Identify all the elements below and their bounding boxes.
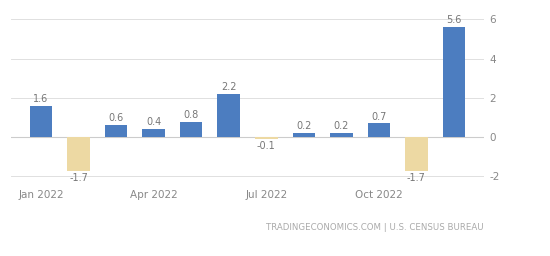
Text: 0.8: 0.8 <box>184 110 199 120</box>
Bar <box>142 129 165 137</box>
Text: 0.4: 0.4 <box>146 118 161 127</box>
Bar <box>67 137 90 170</box>
Text: 0.2: 0.2 <box>296 121 311 131</box>
Bar <box>180 122 202 137</box>
Text: 1.6: 1.6 <box>34 94 48 104</box>
Bar <box>217 94 240 137</box>
Bar <box>30 106 52 137</box>
Bar <box>405 137 428 170</box>
Text: 5.6: 5.6 <box>446 15 461 25</box>
Text: -1.7: -1.7 <box>69 173 88 183</box>
Bar <box>293 133 315 137</box>
Text: -0.1: -0.1 <box>257 141 276 151</box>
Text: -1.7: -1.7 <box>407 173 426 183</box>
Bar <box>255 137 278 139</box>
Text: 2.2: 2.2 <box>221 82 236 92</box>
Text: TRADINGECONOMICS.COM | U.S. CENSUS BUREAU: TRADINGECONOMICS.COM | U.S. CENSUS BUREA… <box>266 223 484 232</box>
Bar <box>330 133 353 137</box>
Bar <box>105 125 128 137</box>
Text: 0.2: 0.2 <box>334 121 349 131</box>
Text: 0.7: 0.7 <box>371 112 387 122</box>
Bar <box>443 27 465 137</box>
Text: 0.6: 0.6 <box>108 113 124 123</box>
Bar <box>367 123 390 137</box>
